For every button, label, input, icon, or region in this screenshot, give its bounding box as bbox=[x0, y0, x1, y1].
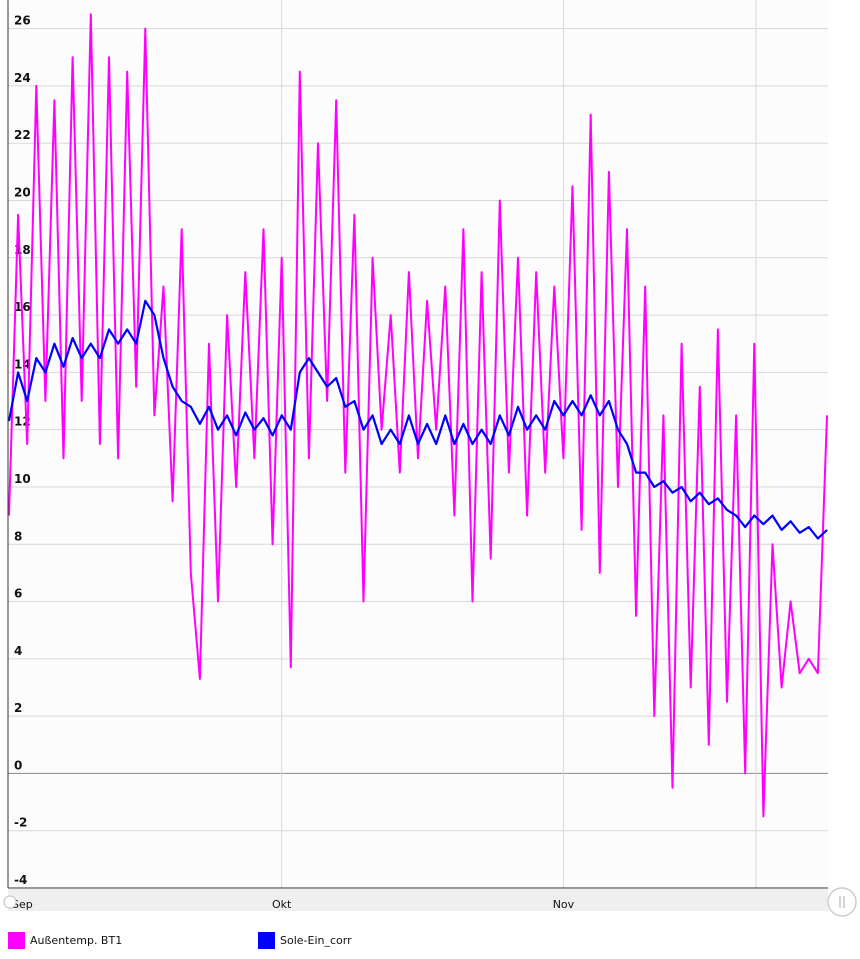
y-tick-label: -4 bbox=[14, 873, 27, 887]
y-tick-label: -2 bbox=[14, 816, 27, 830]
legend-label-2: Sole-Ein_corr bbox=[280, 933, 352, 947]
series-line-2 bbox=[7, 299, 828, 540]
y-tick-label: 24 bbox=[14, 71, 31, 85]
grip-lines-icon bbox=[839, 896, 845, 908]
y-tick-label: 26 bbox=[14, 14, 31, 28]
y-tick-label: 22 bbox=[14, 128, 31, 142]
y-tick-label: 14 bbox=[14, 357, 31, 371]
navigator-track[interactable] bbox=[8, 889, 828, 911]
y-tick-label: 10 bbox=[14, 472, 31, 486]
y-tick-label: 20 bbox=[14, 186, 31, 200]
y-tick-label: 2 bbox=[14, 701, 22, 715]
y-tick-label: 6 bbox=[14, 587, 22, 601]
y-tick-label: 8 bbox=[14, 529, 22, 543]
navigator-right-handle[interactable] bbox=[827, 887, 857, 917]
y-tick-label: 0 bbox=[14, 758, 22, 772]
legend-label-1: Außentemp. BT1 bbox=[30, 933, 123, 947]
y-tick-label: 18 bbox=[14, 243, 31, 257]
legend-item-2[interactable]: Sole-Ein_corr bbox=[258, 930, 352, 950]
series-layer bbox=[7, 13, 828, 818]
x-axis-ticks: Sep Okt Nov bbox=[12, 898, 575, 911]
grid bbox=[8, 0, 828, 889]
x-tick-label: Sep bbox=[12, 898, 33, 911]
legend-swatch-2 bbox=[258, 931, 275, 949]
series-line-1 bbox=[8, 13, 828, 818]
x-tick-label: Okt bbox=[272, 898, 292, 911]
legend-swatch-1 bbox=[8, 931, 25, 949]
legend-item-1[interactable]: Außentemp. BT1 bbox=[8, 930, 122, 950]
y-tick-label: 4 bbox=[14, 644, 22, 658]
navigator-left-handle[interactable] bbox=[3, 895, 17, 909]
x-tick-label: Nov bbox=[553, 898, 575, 911]
